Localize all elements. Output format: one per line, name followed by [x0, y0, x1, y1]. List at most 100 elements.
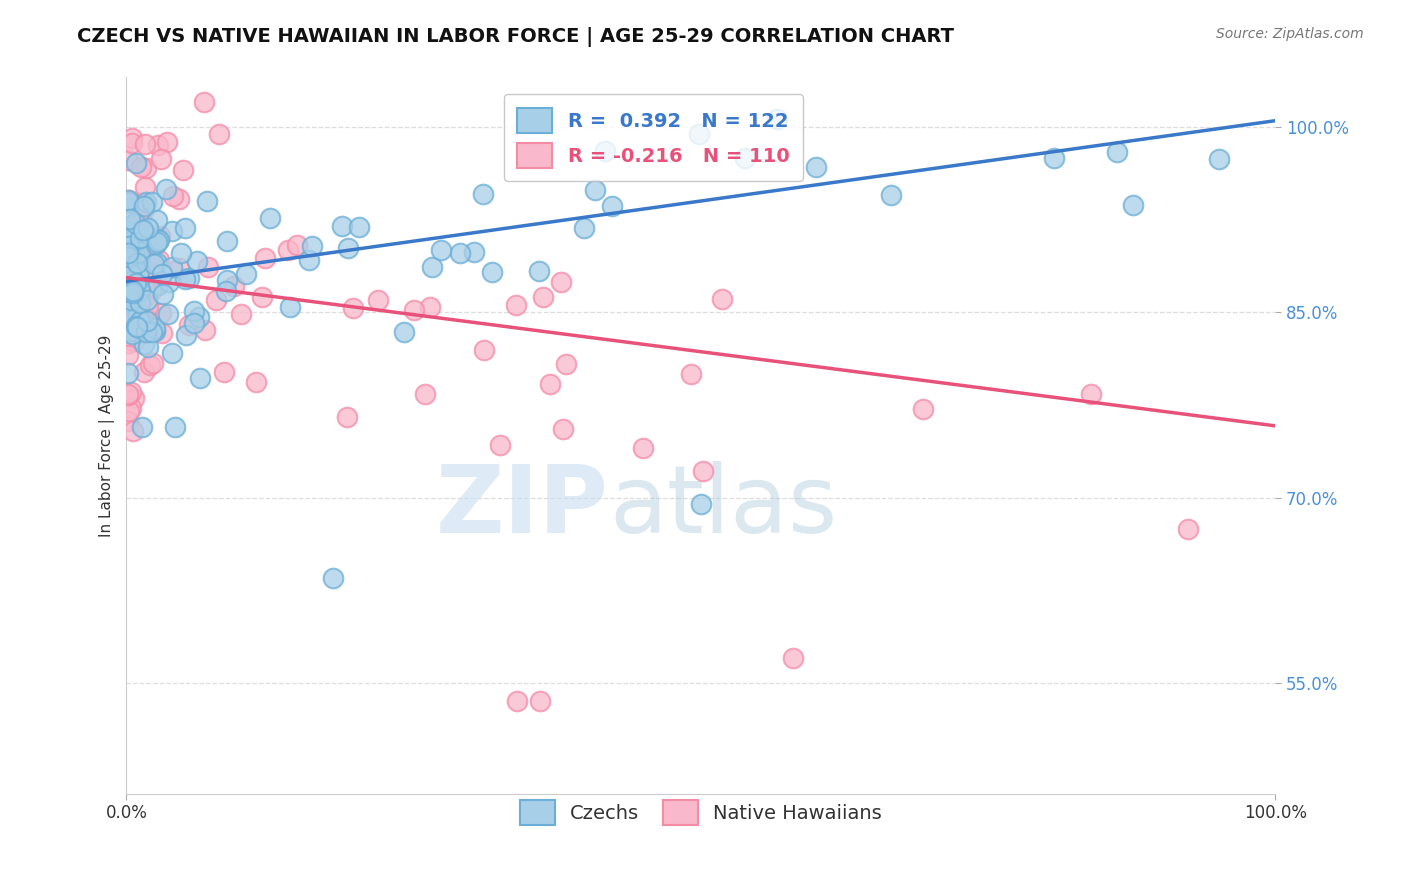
Point: [124, 333, 146, 347]
Point: [681, 367, 703, 381]
Point: [297, 253, 319, 268]
Point: [136, 220, 159, 235]
Point: [880, 188, 903, 202]
Point: [150, 306, 173, 320]
Point: [1208, 152, 1230, 166]
Point: [193, 95, 215, 110]
Point: [121, 280, 143, 294]
Point: [734, 151, 756, 165]
Point: [156, 135, 179, 149]
Point: [117, 193, 139, 207]
Point: [134, 196, 156, 211]
Point: [174, 327, 197, 342]
Point: [129, 250, 152, 264]
Text: CZECH VS NATIVE HAWAIIAN IN LABOR FORCE | AGE 25-29 CORRELATION CHART: CZECH VS NATIVE HAWAIIAN IN LABOR FORCE …: [77, 27, 955, 46]
Point: [183, 304, 205, 318]
Point: [127, 219, 149, 234]
Point: [117, 225, 139, 239]
Point: [127, 214, 149, 228]
Point: [136, 293, 159, 308]
Point: [132, 311, 155, 326]
Point: [195, 194, 218, 208]
Point: [122, 286, 145, 301]
Point: [152, 287, 174, 301]
Point: [122, 250, 145, 264]
Point: [120, 240, 142, 254]
Point: [208, 127, 231, 141]
Point: [135, 314, 157, 328]
Point: [117, 310, 139, 324]
Point: [367, 293, 389, 307]
Point: [122, 286, 145, 301]
Point: [118, 289, 141, 303]
Point: [188, 310, 211, 324]
Point: [120, 267, 142, 281]
Point: [420, 260, 443, 274]
Point: [125, 318, 148, 333]
Point: [150, 326, 173, 340]
Point: [472, 343, 495, 357]
Point: [118, 254, 141, 268]
Point: [1043, 151, 1066, 165]
Point: [690, 497, 713, 511]
Point: [117, 255, 139, 269]
Point: [415, 387, 437, 401]
Point: [125, 276, 148, 290]
Point: [1105, 145, 1128, 159]
Point: [245, 375, 267, 389]
Point: [336, 409, 359, 424]
Point: [134, 180, 156, 194]
Point: [128, 278, 150, 293]
Point: [121, 312, 143, 326]
Point: [250, 290, 273, 304]
Point: [179, 271, 201, 285]
Point: [188, 370, 211, 384]
Point: [122, 235, 145, 250]
Point: [1122, 198, 1144, 212]
Point: [135, 289, 157, 303]
Point: [1177, 522, 1199, 536]
Point: [127, 288, 149, 302]
Y-axis label: In Labor Force | Age 25-29: In Labor Force | Age 25-29: [100, 334, 115, 537]
Point: [170, 246, 193, 260]
Point: [472, 186, 495, 201]
Point: [117, 309, 139, 323]
Point: [129, 244, 152, 259]
Point: [217, 234, 239, 248]
Point: [127, 256, 149, 270]
Point: [117, 273, 139, 287]
Point: [122, 260, 145, 274]
Point: [134, 202, 156, 216]
Point: [139, 358, 162, 372]
Point: [127, 309, 149, 323]
Point: [117, 195, 139, 210]
Point: [711, 293, 734, 307]
Point: [449, 246, 471, 260]
Point: [134, 136, 156, 151]
Point: [128, 296, 150, 310]
Point: [129, 231, 152, 245]
Point: [120, 229, 142, 244]
Point: [148, 252, 170, 267]
Point: [131, 420, 153, 434]
Point: [122, 244, 145, 258]
Point: [118, 285, 141, 300]
Point: [121, 131, 143, 145]
Point: [117, 348, 139, 362]
Point: [169, 260, 191, 275]
Point: [124, 253, 146, 268]
Point: [214, 365, 236, 379]
Point: [430, 244, 453, 258]
Point: [117, 245, 139, 260]
Point: [117, 153, 139, 167]
Text: atlas: atlas: [609, 461, 837, 553]
Point: [160, 345, 183, 359]
Point: [129, 226, 152, 240]
Point: [128, 265, 150, 279]
Point: [173, 271, 195, 285]
Point: [129, 283, 152, 297]
Point: [404, 303, 426, 318]
Point: [118, 238, 141, 252]
Point: [120, 212, 142, 227]
Point: [155, 182, 177, 196]
